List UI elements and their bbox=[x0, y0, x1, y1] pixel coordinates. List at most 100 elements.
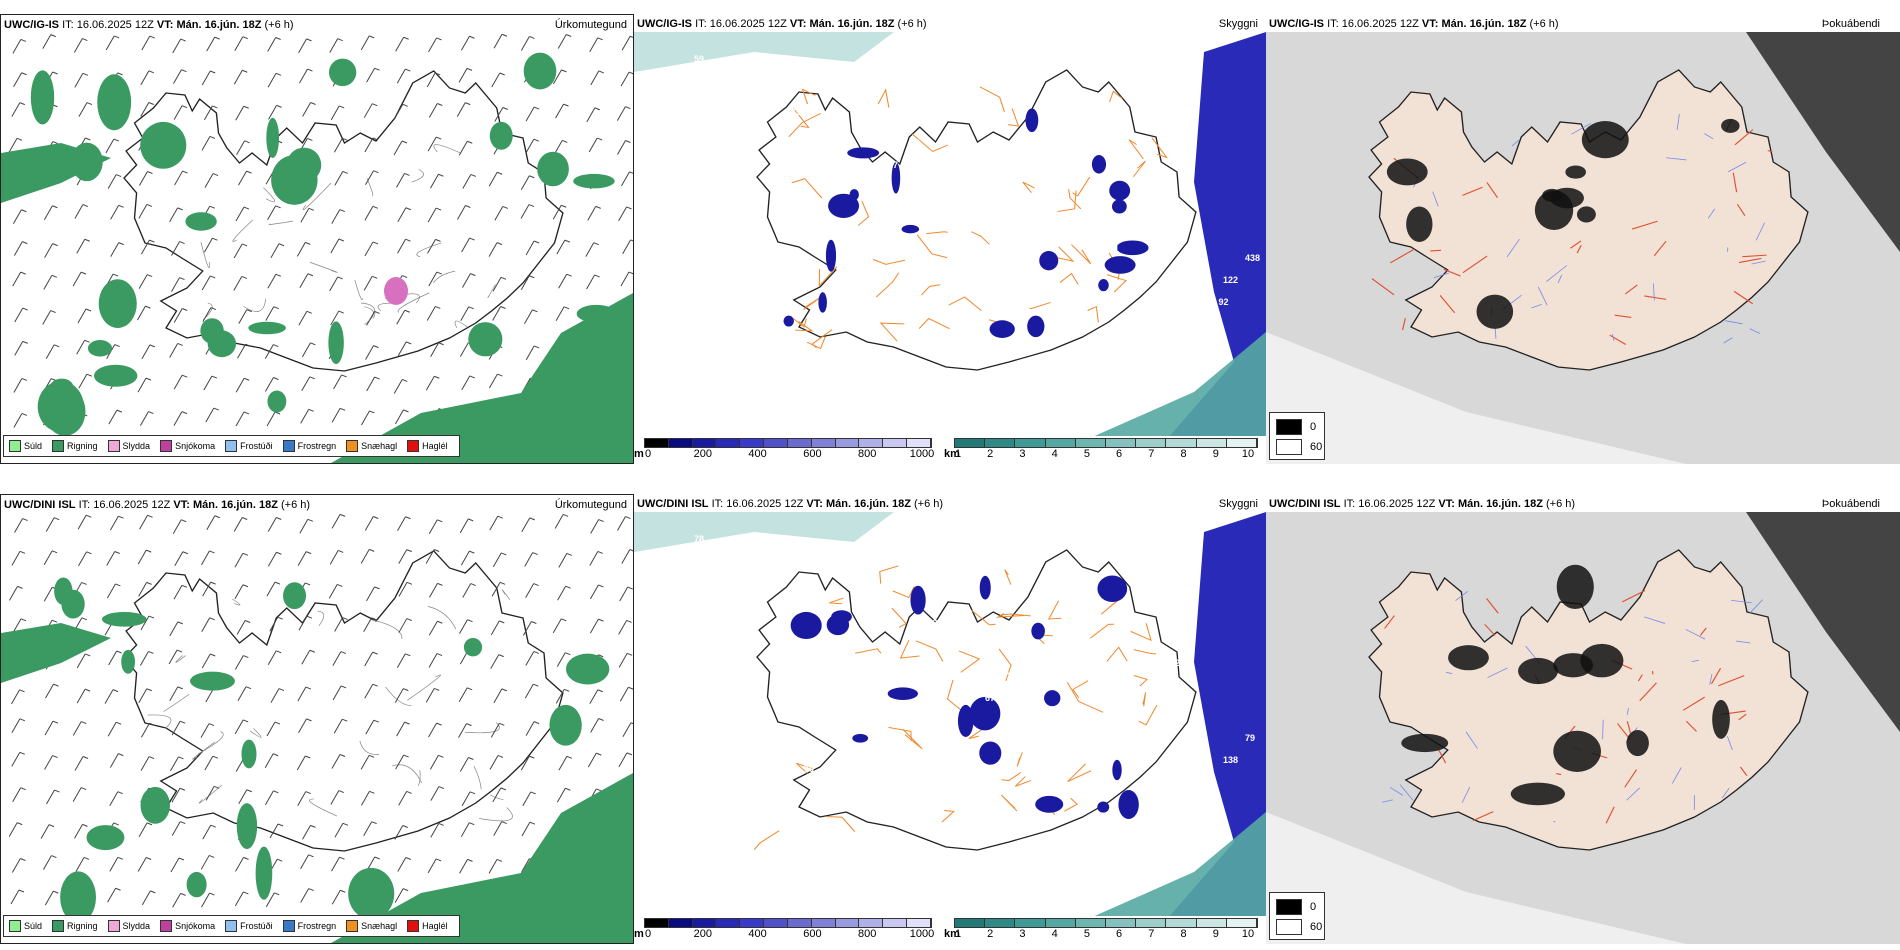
vt-value: Mán. 16.jún. 18Z bbox=[1441, 18, 1527, 30]
cloud-base-label: 83 bbox=[716, 852, 726, 862]
it-value: 16.06.2025 12Z bbox=[1341, 18, 1419, 30]
fog-legend-label: 60 bbox=[1310, 441, 1323, 453]
cloud-base-label: 80 bbox=[760, 808, 770, 818]
legend-swatch bbox=[282, 440, 295, 452]
cloud-base-label: 106 92 bbox=[1201, 297, 1229, 307]
forecast-offset: (+6 h) bbox=[897, 18, 927, 30]
colorbar-tick: 3 bbox=[1019, 448, 1026, 460]
cloud-base-label: 70 bbox=[804, 764, 814, 774]
panel-title: UWC/DINI ISL IT: 16.06.2025 12Z VT: Mán.… bbox=[1269, 498, 1575, 510]
cloud-base-label: 221 bbox=[1170, 658, 1185, 668]
panel-name: Þokuábendi bbox=[1821, 498, 1880, 510]
model-name: UWC/IG-IS bbox=[1269, 18, 1324, 30]
colorbar-tick: 6 bbox=[1116, 928, 1123, 940]
cloud-base-label: 84 bbox=[782, 786, 792, 796]
cloud-base-label: 97 bbox=[888, 160, 898, 170]
fog-indicator-map bbox=[1266, 512, 1900, 944]
cloud-base-label: 178 bbox=[879, 839, 894, 849]
fog-legend-item: 0 bbox=[1276, 899, 1316, 915]
cloud-base-label: 123 bbox=[976, 552, 991, 562]
fog-legend-swatch bbox=[1276, 439, 1302, 455]
colorbar-tick: 2 bbox=[987, 448, 994, 460]
cloud-base-label: 138 bbox=[1223, 755, 1238, 765]
panel-name: Skyggni bbox=[1218, 18, 1258, 30]
fog-indicator-map bbox=[1266, 32, 1900, 464]
cloud-base-colorbar: m 0 200 400 600 800 1000 bbox=[634, 916, 940, 942]
colorbar-tick: 200 bbox=[693, 928, 712, 940]
visibility-map: 78 63 71 67 58 76 83 133 21 142 301 123 47 143 85 79 81… bbox=[634, 512, 1266, 934]
vt-value: Mán. 16.jún. 18Z bbox=[825, 498, 911, 510]
colorbar-tick: 9 bbox=[1212, 448, 1219, 460]
cloud-base-label: 69 bbox=[791, 107, 801, 117]
vt-label: VT: bbox=[156, 19, 174, 31]
vt-label: VT: bbox=[1438, 498, 1455, 510]
cloud-base-label: 143 bbox=[738, 830, 753, 840]
cloud-base-label: 301 bbox=[1007, 671, 1022, 681]
legend-item: Snjókoma bbox=[160, 440, 215, 452]
colorbar-tick: 1 bbox=[954, 448, 962, 460]
cloud-base-label: 71 bbox=[888, 640, 898, 650]
cloud-base-label: 67 bbox=[985, 693, 995, 703]
model-name: UWC/DINI ISL bbox=[1269, 498, 1341, 510]
cloud-base-label: 84 bbox=[976, 72, 986, 82]
fog-panel-row2: UWC/DINI ISL IT: 16.06.2025 12Z VT: Mán.… bbox=[1266, 494, 1900, 944]
colorbar-tick: 3 bbox=[1019, 928, 1026, 940]
cloud-base-label: 220 bbox=[707, 711, 722, 721]
colorbar-tick: 5 bbox=[1083, 928, 1090, 940]
model-name: UWC/IG-IS bbox=[637, 18, 692, 30]
legend-swatch bbox=[407, 920, 420, 932]
colorbar-tick: 2 bbox=[987, 928, 994, 940]
vt-label: VT: bbox=[1421, 18, 1439, 30]
vt-label: VT: bbox=[789, 18, 807, 30]
colorbar-tick: 800 bbox=[858, 448, 877, 460]
colorbar-unit: m bbox=[634, 928, 644, 940]
legend-swatch bbox=[52, 440, 65, 452]
colorbar-tick: 9 bbox=[1212, 928, 1219, 940]
model-name: UWC/IG-IS bbox=[4, 19, 59, 31]
cloud-base-label: 21 142 bbox=[910, 618, 938, 628]
it-label: IT: bbox=[1343, 498, 1356, 510]
cloud-base-label: 104 bbox=[932, 116, 947, 126]
vt-label: VT: bbox=[173, 499, 190, 511]
cloud-base-label: 10 bbox=[1082, 266, 1092, 276]
vt-value: Mán. 16.jún. 18Z bbox=[1457, 498, 1543, 510]
cloud-base-label: 178 bbox=[835, 63, 850, 73]
colorbar-strip bbox=[954, 438, 1258, 448]
fog-legend-label: 0 bbox=[1310, 421, 1317, 433]
cloud-base-label: 79 bbox=[1245, 733, 1255, 743]
precip-panel-row2: UWC/DINI ISL IT: 16.06.2025 12Z VT: Mán.… bbox=[0, 494, 634, 944]
colorbar-unit: km bbox=[944, 448, 960, 460]
forecast-offset: (+6 h) bbox=[1545, 498, 1576, 510]
it-label: IT: bbox=[62, 19, 74, 31]
legend-label: Rigning bbox=[67, 921, 98, 931]
panel-title: UWC/DINI ISL IT: 16.06.2025 12Z VT: Mán.… bbox=[4, 499, 310, 511]
cloud-base-label: 140 bbox=[1126, 702, 1141, 712]
panel-name: Úrkomutegund bbox=[554, 499, 627, 511]
legend-swatch bbox=[107, 920, 120, 932]
colorbar-tick: 5 bbox=[1083, 448, 1090, 460]
colorbar-tick: 7 bbox=[1148, 928, 1155, 940]
cloud-base-label: 85 bbox=[835, 543, 845, 553]
legend-item: Frostúði bbox=[225, 440, 273, 452]
legend-swatch bbox=[52, 920, 65, 932]
legend-item: Snjókoma bbox=[160, 920, 215, 932]
colorbar-tick: 0 bbox=[644, 928, 652, 940]
cloud-base-label: 122 bbox=[1223, 275, 1238, 285]
cloud-base-label: 133 bbox=[813, 565, 828, 575]
precip-legend: Súld Rigning Slydda Snjókoma Frostúði Frostre… bbox=[3, 435, 460, 457]
legend-item: Rigning bbox=[52, 440, 98, 452]
cloud-base-label: 398 bbox=[782, 306, 797, 316]
cloud-base-label: 33 bbox=[901, 817, 911, 827]
model-name: UWC/DINI ISL bbox=[637, 498, 709, 510]
cloud-base-label: 75 bbox=[1007, 191, 1017, 201]
cloud-base-label: 123 bbox=[1104, 724, 1119, 734]
legend-swatch bbox=[107, 440, 120, 452]
legend-swatch bbox=[9, 440, 21, 452]
legend-label: Frostregn bbox=[297, 921, 337, 931]
legend-swatch bbox=[225, 440, 238, 452]
visibility-colorbar: km 1 2 3 4 5 6 7 8 9 10 bbox=[944, 436, 1266, 462]
fog-legend-swatch bbox=[1276, 919, 1302, 935]
cloud-base-label: 67 bbox=[857, 381, 867, 391]
legend-swatch bbox=[346, 440, 359, 452]
panel-title: UWC/IG-IS IT: 16.06.2025 12Z VT: Mán. 16… bbox=[4, 19, 294, 31]
